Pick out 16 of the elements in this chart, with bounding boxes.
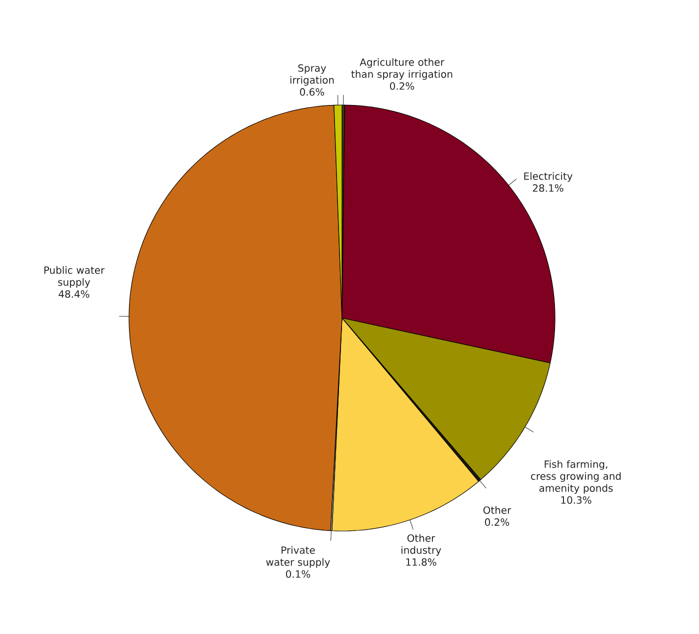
data-label: 0.2% — [485, 518, 510, 526]
slice-label: Electricity — [524, 172, 572, 182]
data-label: 0.6% — [300, 88, 324, 96]
slice-label: Spray irrigation — [290, 64, 334, 86]
data-label: 28.1% — [532, 184, 564, 192]
slice-label: Agriculture other than spray irrigation — [351, 58, 452, 80]
slice-label: Public water supply — [44, 266, 105, 288]
slice-label: Other industry — [402, 534, 442, 556]
slice-label: Fish farming, cress growing and amenity ponds — [531, 460, 621, 494]
data-label: 0.1% — [286, 570, 310, 578]
slice-label: Private water supply — [266, 546, 330, 568]
data-label: 10.3% — [561, 496, 592, 504]
data-label: 11.8% — [406, 558, 436, 566]
slice-label: Other — [483, 506, 512, 514]
data-label: 0.2% — [390, 82, 414, 90]
data-label: 48.4% — [58, 290, 90, 298]
